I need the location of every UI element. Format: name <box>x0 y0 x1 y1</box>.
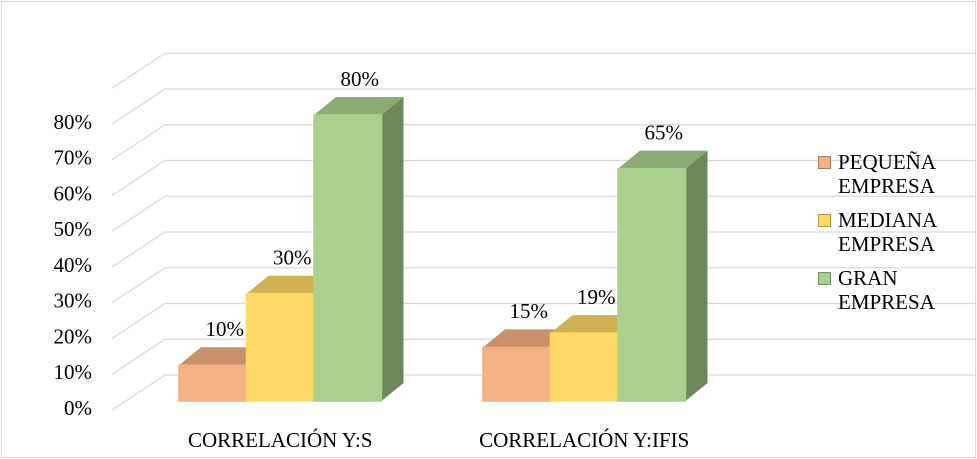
y-tick-label: 50% <box>54 217 93 241</box>
bar-side-shade <box>381 97 404 401</box>
legend-item: PEQUEÑA EMPRESA <box>818 150 968 198</box>
legend: PEQUEÑA EMPRESA MEDIANA EMPRESA GRAN EMPRE… <box>818 150 968 324</box>
bar <box>313 114 383 402</box>
legend-swatch <box>818 214 831 227</box>
legend-label: MEDIANA EMPRESA <box>838 208 936 256</box>
y-tick-label: 0% <box>64 396 92 420</box>
bar <box>617 167 687 402</box>
x-tick-label: CORRELACIÓN Y:IFIS <box>479 428 689 452</box>
bar-top <box>618 150 708 169</box>
bar-side <box>381 97 404 401</box>
bar-top <box>314 97 404 115</box>
bar <box>245 293 315 402</box>
grid-line <box>111 88 975 125</box>
y-tick-label: 40% <box>54 253 93 277</box>
legend-label: GRAN EMPRESA <box>838 266 935 314</box>
value-label: 15% <box>510 299 549 323</box>
grid-line <box>111 52 975 89</box>
bar-top-shade <box>618 150 708 169</box>
value-label: 80% <box>341 67 380 91</box>
grid-line <box>111 124 975 161</box>
bar-top-shade <box>314 97 404 115</box>
y-tick-label: 20% <box>54 324 93 348</box>
y-tick-label: 80% <box>54 110 93 134</box>
y-tick-label: 60% <box>54 181 93 205</box>
value-label: 19% <box>577 285 616 309</box>
value-label: 10% <box>206 317 245 341</box>
y-tick-label: 70% <box>54 146 93 170</box>
y-tick-label: 10% <box>54 360 93 384</box>
legend-label: PEQUEÑA EMPRESA <box>838 150 935 198</box>
bar-side <box>685 150 708 401</box>
y-tick-label: 30% <box>54 289 93 313</box>
legend-swatch <box>818 156 831 169</box>
value-label: 65% <box>645 120 684 144</box>
legend-swatch <box>818 272 831 285</box>
bar-side-shade <box>685 150 708 401</box>
value-label: 30% <box>273 246 312 270</box>
bar <box>482 346 552 402</box>
legend-item: GRAN EMPRESA <box>818 266 968 314</box>
legend-item: MEDIANA EMPRESA <box>818 208 968 256</box>
bar <box>549 332 619 402</box>
x-tick-label: CORRELACIÓN Y:S <box>188 428 373 452</box>
bar <box>178 364 248 402</box>
